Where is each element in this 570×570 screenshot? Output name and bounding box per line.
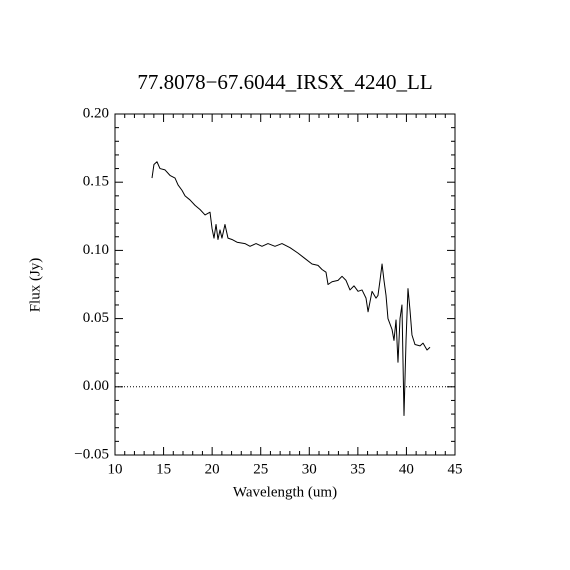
plot-frame <box>114 113 456 456</box>
x-tick-label: 30 <box>302 461 317 477</box>
x-axis-label: Wavelength (um) <box>233 484 337 500</box>
y-tick-label: 0.10 <box>83 242 109 258</box>
y-tick-label: 0.00 <box>83 378 109 394</box>
y-tick-label: 0.15 <box>83 174 109 190</box>
x-tick-label: 40 <box>399 461 414 477</box>
x-tick-label: 45 <box>448 461 463 477</box>
x-tick-label: 15 <box>156 461 171 477</box>
y-tick-label: 0.20 <box>83 105 109 121</box>
y-tick-label: −0.05 <box>74 446 109 462</box>
x-tick-label: 10 <box>108 461 123 477</box>
x-tick-label: 20 <box>205 461 220 477</box>
y-axis-label: Flux (Jy) <box>27 258 43 313</box>
chart-title: 77.8078−67.6044_IRSX_4240_LL <box>137 70 432 94</box>
y-tick-label: 0.05 <box>83 310 109 326</box>
spectrum-line <box>151 161 431 416</box>
x-tick-label: 35 <box>350 461 365 477</box>
x-tick-label: 25 <box>253 461 268 477</box>
